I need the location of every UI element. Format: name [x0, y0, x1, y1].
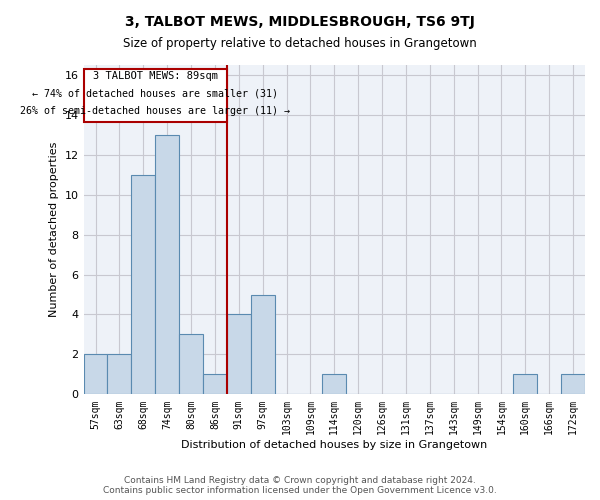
Bar — [155, 135, 179, 394]
Bar — [251, 294, 275, 394]
Bar — [322, 374, 346, 394]
Bar — [83, 354, 107, 395]
Bar — [514, 374, 537, 394]
Bar — [179, 334, 203, 394]
Bar — [131, 175, 155, 394]
Y-axis label: Number of detached properties: Number of detached properties — [49, 142, 59, 318]
FancyBboxPatch shape — [83, 69, 227, 122]
X-axis label: Distribution of detached houses by size in Grangetown: Distribution of detached houses by size … — [181, 440, 487, 450]
Text: 3, TALBOT MEWS, MIDDLESBROUGH, TS6 9TJ: 3, TALBOT MEWS, MIDDLESBROUGH, TS6 9TJ — [125, 15, 475, 29]
Text: 26% of semi-detached houses are larger (11) →: 26% of semi-detached houses are larger (… — [20, 106, 290, 117]
Text: 3 TALBOT MEWS: 89sqm: 3 TALBOT MEWS: 89sqm — [93, 71, 218, 81]
Bar — [227, 314, 251, 394]
Bar — [107, 354, 131, 395]
Bar — [561, 374, 585, 394]
Bar — [203, 374, 227, 394]
Text: ← 74% of detached houses are smaller (31): ← 74% of detached houses are smaller (31… — [32, 88, 278, 99]
Text: Contains HM Land Registry data © Crown copyright and database right 2024.
Contai: Contains HM Land Registry data © Crown c… — [103, 476, 497, 495]
Text: Size of property relative to detached houses in Grangetown: Size of property relative to detached ho… — [123, 38, 477, 51]
